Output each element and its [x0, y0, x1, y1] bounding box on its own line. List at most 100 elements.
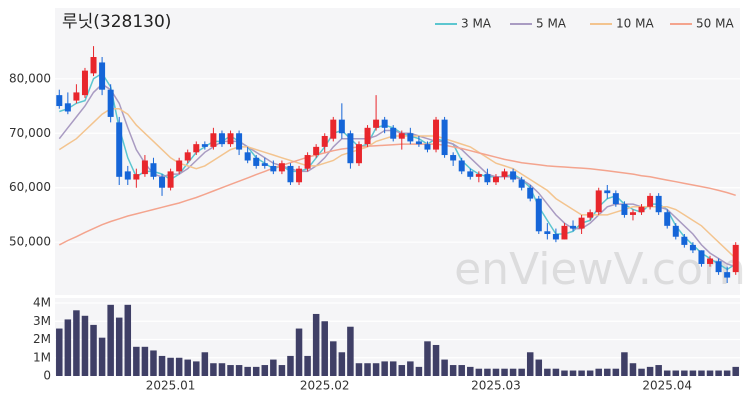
candle-body — [595, 190, 602, 213]
volume-bar — [115, 317, 123, 376]
volume-bar — [424, 341, 431, 376]
volume-bar — [193, 361, 200, 376]
candle-body — [578, 217, 585, 229]
volume-bar — [381, 361, 388, 376]
volume-bar — [646, 366, 654, 376]
volume-bar — [604, 368, 611, 376]
volume-bar — [235, 365, 243, 376]
y-tick-label: 70,000 — [9, 126, 51, 140]
candle-body — [433, 119, 440, 150]
candle-body — [210, 133, 217, 147]
candle-body — [527, 187, 534, 199]
volume-bar — [90, 324, 97, 376]
candle-body — [398, 133, 405, 139]
volume-bar — [133, 346, 140, 376]
candle-body — [287, 165, 294, 183]
candle-body — [689, 244, 696, 251]
volume-bar — [655, 365, 662, 376]
volume-bar — [175, 357, 183, 376]
volume-bar — [201, 352, 209, 376]
candle-body — [261, 163, 268, 166]
candle-body — [321, 135, 328, 147]
volume-bar — [287, 355, 294, 376]
candle-body — [381, 119, 388, 128]
candle-body — [484, 174, 491, 183]
y-tick-label: 60,000 — [9, 180, 51, 194]
candle-body — [296, 168, 303, 183]
y-tick-label: 4M — [33, 296, 51, 310]
candle-body — [475, 174, 482, 177]
candle-body — [176, 160, 183, 172]
candle-body — [501, 171, 508, 177]
candle-body — [621, 204, 628, 215]
candle-body — [167, 171, 174, 188]
volume-bar — [526, 352, 534, 376]
candle-body — [415, 141, 422, 145]
candle-body — [587, 212, 594, 218]
x-tick-label: 2025.04 — [642, 379, 692, 393]
price-panel — [55, 8, 740, 295]
volume-bar — [612, 368, 620, 376]
candle-body — [73, 92, 80, 101]
candle-body — [390, 127, 397, 139]
candle-body — [681, 236, 688, 245]
volume-bar — [73, 310, 80, 376]
volume-bar — [141, 346, 149, 376]
volume-bar — [321, 321, 328, 376]
volume-bar — [663, 370, 671, 376]
volume-bar — [312, 313, 320, 376]
volume-bar — [372, 363, 380, 376]
candle-body — [99, 62, 106, 90]
candle-body — [347, 133, 354, 164]
candle-body — [236, 133, 243, 150]
candle-body — [373, 119, 380, 128]
volume-bar — [552, 368, 560, 376]
candle-body — [407, 133, 414, 142]
volume-bar — [56, 328, 63, 376]
volume-bar — [715, 370, 722, 376]
candle-body — [544, 231, 551, 235]
volume-bar — [184, 359, 191, 376]
candle-body — [647, 195, 654, 207]
volume-bar — [595, 368, 602, 376]
candle-body — [338, 119, 345, 134]
candle-body — [133, 174, 140, 180]
volume-bar — [561, 370, 568, 376]
volume-bar — [586, 370, 594, 376]
candle-body — [81, 70, 88, 96]
volume-bar — [210, 363, 217, 376]
volume-bar — [227, 365, 234, 376]
candle-body — [664, 212, 671, 226]
volume-bar — [569, 370, 577, 376]
volume-bar — [330, 341, 337, 376]
volume-bar — [150, 350, 157, 376]
candle-body — [193, 144, 200, 153]
ma-line — [58, 143, 736, 246]
candle-body — [570, 225, 577, 229]
y-tick-label: 3M — [33, 314, 51, 328]
x-tick-label: 2025.02 — [300, 379, 350, 393]
volume-bar — [449, 365, 457, 376]
volume-bar — [261, 365, 269, 376]
volume-bar — [64, 319, 72, 376]
volume-bar — [158, 355, 166, 376]
legend-label: 3 MA — [461, 17, 492, 31]
candle-body — [56, 95, 63, 107]
legend-label: 50 MA — [696, 17, 734, 31]
volume-bar — [681, 370, 688, 376]
candle-body — [218, 133, 225, 145]
candle-body — [141, 160, 148, 175]
candle-body — [458, 160, 465, 172]
candle-body — [244, 152, 251, 161]
candle-body — [612, 193, 619, 205]
volume-bar — [244, 366, 251, 376]
candle-body — [270, 165, 277, 172]
candle-body — [450, 155, 457, 161]
volume-bar — [389, 361, 397, 376]
candle-body — [638, 206, 645, 213]
candle-body — [116, 122, 123, 177]
chart-title: 루닛(328130) — [62, 12, 171, 32]
candle-body — [150, 163, 157, 177]
volume-bar — [689, 370, 697, 376]
